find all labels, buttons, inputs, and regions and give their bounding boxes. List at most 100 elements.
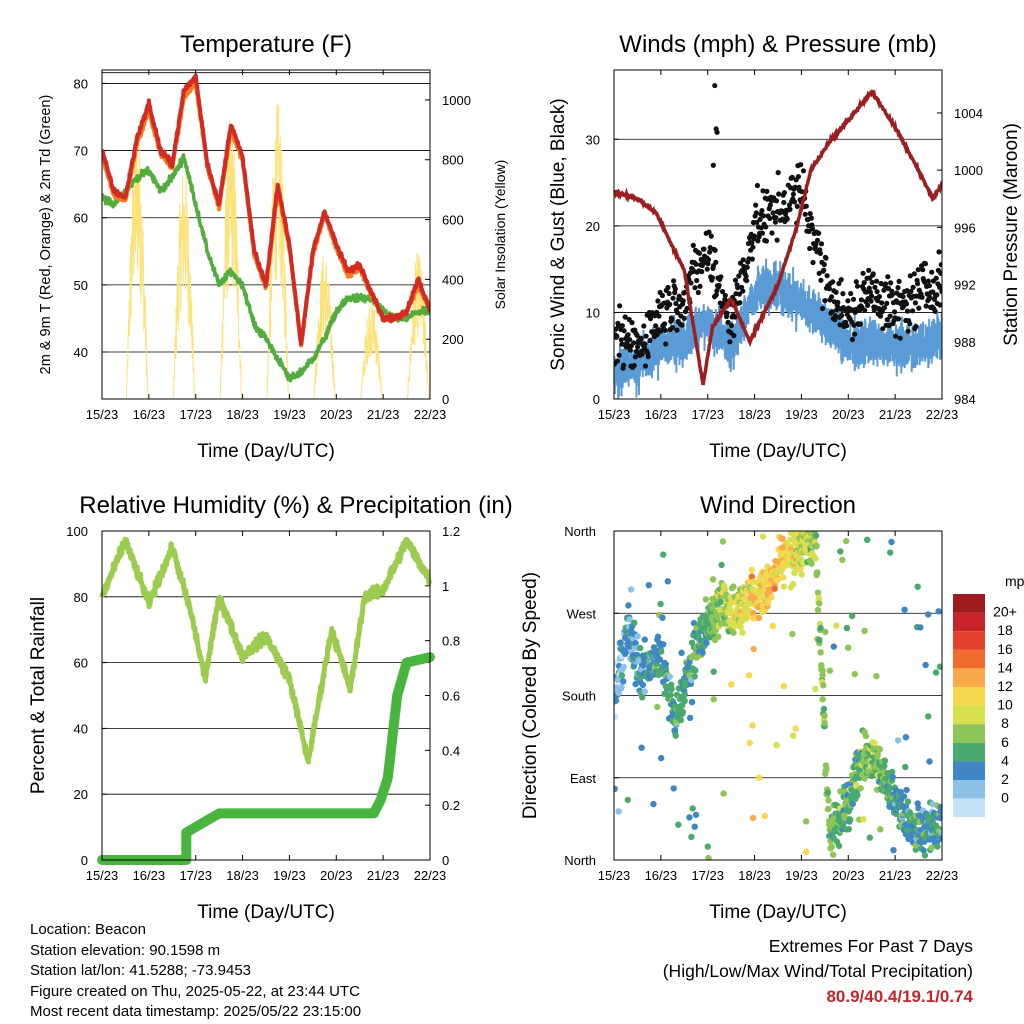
direction-point xyxy=(645,582,652,589)
colorbar-label: 10 xyxy=(997,697,1013,713)
gust-point xyxy=(633,348,640,355)
gust-point xyxy=(896,278,902,284)
direction-point xyxy=(833,622,840,629)
colorbar-label: 0 xyxy=(1001,790,1009,806)
gust-point xyxy=(808,215,815,221)
y-tick-label: 60 xyxy=(74,656,88,671)
direction-point xyxy=(624,796,631,804)
gust-point xyxy=(697,283,703,289)
direction-point xyxy=(710,668,717,675)
direction-point xyxy=(745,672,753,679)
y2-tick-label: 200 xyxy=(442,332,464,347)
gust-point xyxy=(655,298,661,304)
colorbar-label: 18 xyxy=(997,622,1013,638)
gust-point xyxy=(634,332,640,338)
gust-point xyxy=(837,322,843,328)
gust-point xyxy=(800,168,807,174)
gust-point xyxy=(705,257,712,263)
gust-point xyxy=(743,273,749,279)
direction-point xyxy=(926,758,933,765)
gust-point xyxy=(895,316,902,322)
panel-3: Relative Humidity (%) & Precipitation (i… xyxy=(28,492,513,923)
gust-point xyxy=(653,323,659,329)
direction-point xyxy=(816,600,823,607)
direction-point xyxy=(678,649,685,656)
gust-point xyxy=(840,291,846,297)
gust-point xyxy=(688,280,694,286)
x-tick-label: 19/23 xyxy=(785,407,818,422)
direction-point xyxy=(632,639,639,647)
x-tick-label: 15/23 xyxy=(598,868,631,883)
colorbar-label: 20+ xyxy=(993,604,1017,620)
gust-point xyxy=(680,298,686,304)
direction-point xyxy=(771,585,778,592)
direction-point xyxy=(921,852,929,859)
gust-point xyxy=(754,219,760,225)
gust-point xyxy=(897,335,903,341)
direction-point xyxy=(622,649,629,656)
gust-point xyxy=(937,284,942,290)
gust-point xyxy=(807,211,813,217)
gust-point xyxy=(712,247,718,253)
gust-point xyxy=(904,288,910,294)
gust-point xyxy=(862,307,868,313)
direction-point xyxy=(748,573,755,580)
y2-tick-label: 988 xyxy=(954,335,976,350)
gust-point xyxy=(883,281,889,287)
direction-point xyxy=(671,727,679,734)
direction-point xyxy=(900,793,908,800)
y2-tick-label: 0.8 xyxy=(442,634,460,649)
x-tick-label: 22/23 xyxy=(926,868,959,883)
direction-point xyxy=(818,662,825,669)
colorbar-swatch xyxy=(953,687,985,706)
y-tick-label: 60 xyxy=(74,211,88,226)
x-tick-label: 19/23 xyxy=(273,407,306,422)
direction-point xyxy=(903,786,910,794)
direction-point xyxy=(730,629,737,636)
x-tick-label: 21/23 xyxy=(367,407,400,422)
direction-point xyxy=(634,633,641,640)
direction-point xyxy=(928,844,935,851)
gust-point xyxy=(654,309,660,315)
gust-point xyxy=(832,313,839,319)
direction-point xyxy=(774,576,782,584)
direction-point xyxy=(849,800,856,808)
gust-point xyxy=(614,333,620,339)
gust-point xyxy=(744,264,750,270)
gust-point xyxy=(790,191,797,197)
direction-point xyxy=(768,594,775,601)
direction-point xyxy=(670,785,677,792)
gust-point xyxy=(724,310,730,316)
direction-point xyxy=(618,672,626,679)
direction-point xyxy=(888,768,896,776)
direction-point xyxy=(688,698,696,706)
speed-colorbar: mph 20+ 18 16 14 12 10 8 6 4 2 0 xyxy=(953,573,1024,818)
plot-frame xyxy=(101,530,431,861)
gust-point xyxy=(713,292,719,298)
direction-point xyxy=(789,630,796,638)
gust-point xyxy=(638,335,644,341)
gust-point xyxy=(913,324,919,330)
direction-point xyxy=(718,561,725,569)
gust-point xyxy=(647,337,653,344)
direction-point xyxy=(688,833,695,841)
elevation-text: Station elevation: 90.1598 m xyxy=(30,941,221,959)
plot-frame xyxy=(613,69,943,400)
direction-point xyxy=(614,713,618,721)
y2-tick-label: 1004 xyxy=(954,106,983,121)
direction-point xyxy=(709,576,717,583)
gust-point xyxy=(781,199,787,206)
direction-point xyxy=(932,669,940,676)
direction-point xyxy=(615,689,622,697)
gust-point xyxy=(934,292,940,298)
direction-point xyxy=(925,611,932,618)
x-tick-label: 17/23 xyxy=(691,868,724,883)
extremes-subtitle: (High/Low/Max Wind/Total Precipitation) xyxy=(662,961,973,981)
direction-point xyxy=(897,788,904,796)
panel-title: Winds (mph) & Pressure (mb) xyxy=(619,31,936,58)
direction-point xyxy=(626,616,633,623)
gust-point xyxy=(904,308,911,314)
direction-point xyxy=(679,708,687,716)
direction-point xyxy=(717,606,724,614)
gust-point xyxy=(809,226,816,232)
